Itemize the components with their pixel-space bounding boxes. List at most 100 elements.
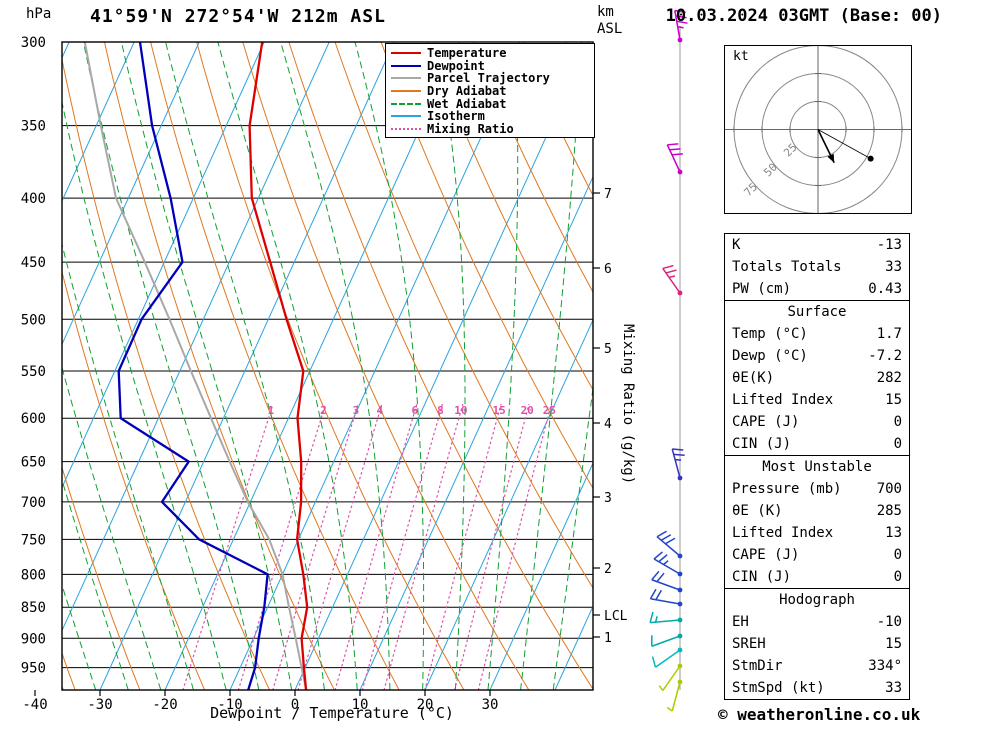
pressure-tick-label: 350 xyxy=(21,119,46,135)
isobar-lines: 300 350 400 450 500 550 600 650 700 750 800 850 900 9… xyxy=(21,35,593,677)
mixing-ratio-labels: 1 2 3 4 6 8 10 15 20 25 xyxy=(268,404,557,417)
mixing-ratio-value: 1 xyxy=(268,404,275,417)
skewt-background-lines xyxy=(62,42,593,690)
table-row: StmSpd (kt) 33 xyxy=(725,677,909,699)
wind-barb xyxy=(649,588,683,607)
wind-barb xyxy=(651,633,683,647)
table-section-header: Most Unstable xyxy=(762,459,872,475)
legend-item-dewpoint: Dewpoint xyxy=(386,58,594,73)
table-row-label: Dewp (°C) xyxy=(732,348,808,364)
wind-barb xyxy=(651,570,683,593)
table-row: PW (cm) 0.43 xyxy=(725,278,909,300)
table-row: Pressure (mb) 700 xyxy=(725,478,909,500)
km-tick-label: 3 xyxy=(604,491,612,506)
pressure-tick-label: 550 xyxy=(21,364,46,380)
lcl-label: LCL xyxy=(604,609,628,624)
table-row: Temp (°C) 1.7 xyxy=(725,323,909,345)
wind-barb xyxy=(653,551,683,577)
wind-barb-column xyxy=(649,9,688,712)
hodograph-ring-label: 75 xyxy=(742,180,761,199)
table-row-value: 33 xyxy=(885,680,902,696)
table-row: CAPE (J) 0 xyxy=(725,411,909,433)
mixing-ratio-value: 2 xyxy=(320,404,327,417)
wind-barb xyxy=(674,9,688,43)
hodograph-dot xyxy=(867,155,874,162)
asl-axis-label: ASL xyxy=(597,21,623,37)
table-row-value: 0 xyxy=(893,547,902,563)
km-tick-label: 4 xyxy=(604,417,612,432)
mixing-ratio-value: 8 xyxy=(437,404,444,417)
legend-item-wet-adiabat: Wet Adiabat xyxy=(386,97,594,111)
pressure-tick-label: 400 xyxy=(21,191,46,207)
table-row-label: θE (K) xyxy=(732,503,783,519)
km-tick-label: 1 xyxy=(604,631,612,646)
legend-line-sample xyxy=(391,115,421,118)
table-row-label: Totals Totals xyxy=(732,259,842,275)
wind-barb xyxy=(649,611,683,624)
pressure-tick-label: 450 xyxy=(21,255,46,271)
location-title: 41°59'N 272°54'W 212m ASL xyxy=(90,6,386,27)
table-row-label: PW (cm) xyxy=(732,281,792,297)
table-row-value: -7.2 xyxy=(868,348,902,364)
wind-barb xyxy=(666,679,683,712)
hodograph-ring-label: 25 xyxy=(781,141,800,160)
temperature-tick-label: 30 xyxy=(482,697,499,713)
wind-barb xyxy=(666,143,683,175)
pressure-tick-label: 950 xyxy=(21,661,46,677)
temperature-axis-label: Dewpoint / Temperature (°C) xyxy=(210,704,454,722)
table-row: EH -10 xyxy=(725,611,909,633)
table-row-value: 33 xyxy=(885,259,902,275)
profile-parcel-trajectory xyxy=(83,42,308,690)
table-row-value: -10 xyxy=(876,614,902,630)
legend-item-label: Isotherm xyxy=(427,109,485,124)
table-row-value: 1.7 xyxy=(876,326,902,342)
legend-item-parcel-trajectory: Parcel Trajectory xyxy=(386,71,594,85)
legend-item-label: Temperature xyxy=(427,46,507,61)
pressure-tick-label: 800 xyxy=(21,567,46,583)
wind-barb xyxy=(651,647,683,668)
mixing-ratio-lines xyxy=(182,403,552,690)
table-row-value: 282 xyxy=(876,370,902,386)
mixing-ratio-value: 20 xyxy=(521,404,534,417)
mixing-ratio-value: 15 xyxy=(493,404,506,417)
mixing-ratio-value: 6 xyxy=(411,404,418,417)
legend-item-label: Mixing Ratio xyxy=(427,121,514,136)
table-row: CIN (J) 0 xyxy=(725,433,909,455)
km-asl-ticks: 7 6 5 4 3 2 1 LCL xyxy=(593,187,628,646)
hodograph-panel: kt 25 50 75 xyxy=(724,45,912,214)
temperature-tick-label: -20 xyxy=(152,697,177,713)
chart-legend: Temperature Dewpoint Parcel Trajectory Dry … xyxy=(385,43,595,139)
mixing-ratio-value: 25 xyxy=(543,404,556,417)
table-row-value: 0.43 xyxy=(868,281,902,297)
table-row: Lifted Index 15 xyxy=(725,389,909,411)
table-row-value: 700 xyxy=(876,481,902,497)
km-tick-label: 7 xyxy=(604,187,612,202)
legend-item-mixing-ratio: Mixing Ratio xyxy=(386,121,594,136)
table-row-label: Lifted Index xyxy=(732,392,834,408)
pressure-tick-label: 900 xyxy=(21,631,46,647)
mixing-ratio-value: 3 xyxy=(353,404,360,417)
wind-barb xyxy=(671,448,685,481)
table-row-value: -13 xyxy=(876,237,902,253)
table-row-label: CAPE (J) xyxy=(732,414,800,430)
wind-barb xyxy=(656,530,683,559)
table-section-surface: Surface Temp (°C) 1.7 Dewp (°C) -7.2 θE(K) 282… xyxy=(725,300,909,455)
table-row-label: Pressure (mb) xyxy=(732,481,842,497)
legend-item-label: Dewpoint xyxy=(427,58,485,73)
legend-line-sample xyxy=(391,90,421,93)
table-row-label: θE(K) xyxy=(732,370,775,386)
copyright-text: © weatheronline.co.uk xyxy=(718,705,921,724)
table-row-label: StmSpd (kt) xyxy=(732,680,825,696)
pressure-tick-label: 650 xyxy=(21,455,46,471)
table-section-header: Surface xyxy=(787,304,847,320)
table-row-label: Lifted Index xyxy=(732,525,834,541)
km-tick-label: 6 xyxy=(604,262,612,277)
table-row: Dewp (°C) -7.2 xyxy=(725,345,909,367)
table-row-value: 15 xyxy=(885,636,902,652)
table-section-hodograph: Hodograph EH -10 SREH 15 StmDir 334° StmSpd (kt… xyxy=(725,588,909,699)
table-row: Totals Totals 33 xyxy=(725,256,909,278)
table-row: StmDir 334° xyxy=(725,655,909,677)
